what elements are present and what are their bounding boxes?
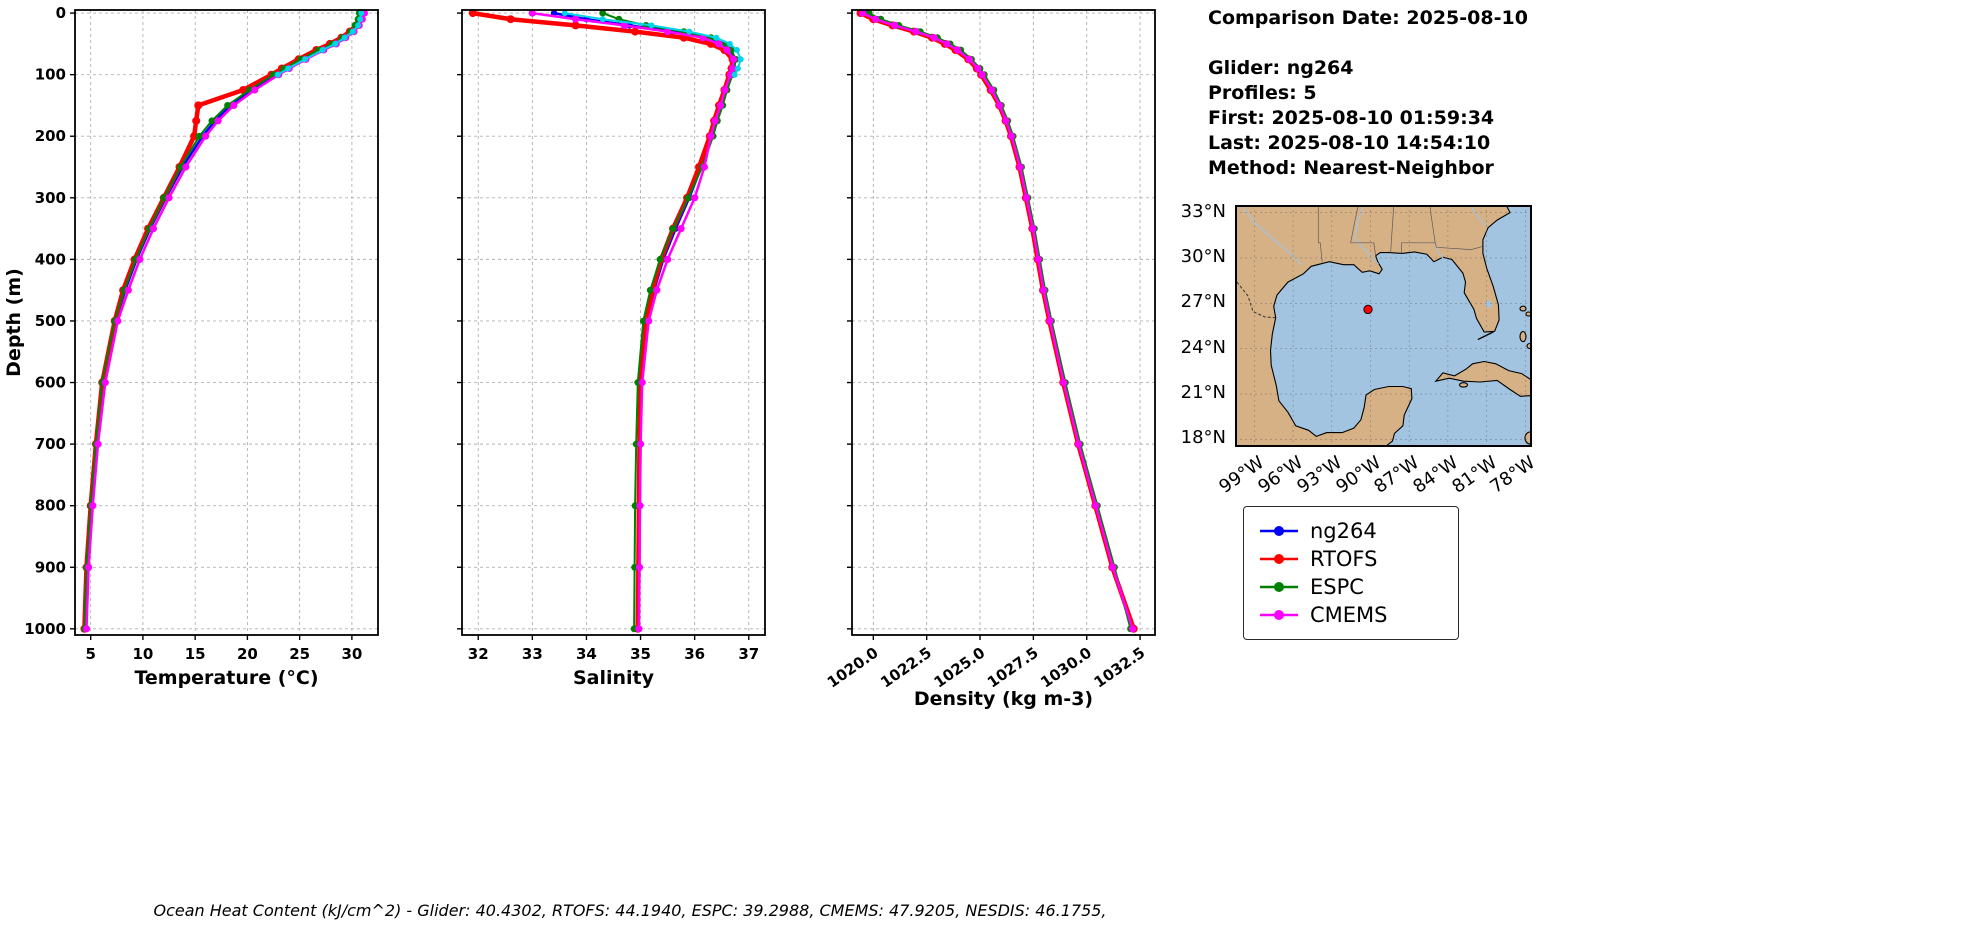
x-tick-label: 1032.5	[1091, 644, 1149, 692]
density-plot: 1020.01022.51025.01027.51030.01032.5Dens…	[824, 9, 1156, 710]
glider-position-marker	[1363, 304, 1373, 315]
last-profile-time: Last: 2025-08-10 14:54:10	[1208, 132, 1491, 154]
plot-frame	[461, 9, 766, 636]
salinity-plot: 32 33 34 35 36 37 Salinity	[457, 9, 766, 689]
us-mexico-border	[1235, 278, 1276, 319]
y-tick-label: 700	[35, 435, 66, 453]
info-panel: Comparison Date: 2025-08-10 Glider: ng26…	[1208, 6, 1528, 181]
y-tick-label: 100	[35, 66, 66, 84]
x-axis-label: Density (kg m-3)	[914, 688, 1093, 710]
y-tick-label: 900	[35, 558, 66, 576]
x-tick-label: 36	[684, 645, 705, 663]
y-tick-label: 600	[35, 374, 66, 392]
x-tick-label: 32	[468, 645, 489, 663]
y-tick-label: 500	[35, 312, 66, 330]
y-tick-label: 300	[35, 189, 66, 207]
legend-label: ng264	[1310, 519, 1377, 543]
x-tick-label: 20	[237, 645, 258, 663]
x-tick-label: 25	[289, 645, 310, 663]
x-tick-label: 1020.0	[824, 644, 882, 692]
comparison-date: Comparison Date: 2025-08-10	[1208, 7, 1528, 29]
x-tick-label: 33	[522, 645, 543, 663]
map-lat-label: 30°N	[1180, 245, 1226, 267]
cuba-land	[1434, 360, 1532, 397]
temperature-plot: 5 10 15 20 25 3001002003004005006007008009001…	[24, 4, 379, 689]
markers-CMEMS	[528, 9, 738, 633]
y-tick-label: 800	[35, 497, 66, 515]
map-lat-label: 21°N	[1180, 382, 1226, 404]
x-tick-label: 34	[576, 645, 597, 663]
x-tick-label: 1030.0	[1037, 644, 1095, 692]
map-border	[1235, 205, 1532, 447]
map-lat-label: 27°N	[1180, 291, 1226, 313]
x-tick-label: 15	[185, 645, 206, 663]
profiles-count: Profiles: 5	[1208, 82, 1317, 104]
legend-marker-ESPC	[1260, 582, 1298, 592]
y-tick-label: 0	[56, 4, 66, 22]
legend-marker-RTOFS	[1260, 554, 1298, 564]
profile-line-ng264	[84, 11, 364, 631]
y-tick-label: 1000	[24, 620, 66, 638]
x-axis-label: Temperature (°C)	[134, 667, 318, 689]
footer-text: Ocean Heat Content (kJ/cm^2) - Glider: 4…	[153, 901, 1107, 920]
x-tick-label: 35	[630, 645, 651, 663]
map-lat-label: 18°N	[1180, 427, 1226, 449]
legend-label: CMEMS	[1310, 603, 1388, 627]
map-gridlines	[1235, 205, 1532, 447]
legend-marker-CMEMS	[1260, 610, 1298, 620]
lake-okeechobee	[1485, 300, 1493, 308]
y-axis-label: Depth (m)	[3, 268, 25, 377]
legend-label: ESPC	[1310, 575, 1364, 599]
profile-line-NESDIS	[563, 12, 742, 76]
method: Method: Nearest-Neighbor	[1208, 157, 1494, 179]
profile-line-NESDIS	[276, 12, 363, 76]
markers-NESDIS	[561, 10, 744, 78]
x-axis-label: Salinity	[573, 667, 655, 689]
markers-CMEMS	[859, 9, 1137, 633]
plot-frame	[851, 9, 1156, 636]
map-lat-label: 33°N	[1180, 200, 1226, 222]
gulf-of-mexico-map	[1235, 205, 1532, 447]
florida-keys	[1477, 331, 1494, 341]
legend: ng264 RTOFS ESPC CMEMS	[1243, 506, 1459, 640]
x-tick-label: 1022.5	[877, 644, 935, 692]
x-tick-label: 37	[738, 645, 759, 663]
x-tick-label: 5	[85, 645, 95, 663]
legend-label: RTOFS	[1310, 547, 1378, 571]
y-tick-label: 200	[35, 127, 66, 145]
legend-item-ng264: ng264	[1258, 517, 1444, 545]
y-tick-label: 400	[35, 250, 66, 268]
first-profile-time: First: 2025-08-10 01:59:34	[1208, 107, 1495, 129]
legend-item-CMEMS: CMEMS	[1258, 601, 1444, 629]
x-tick-label: 1025.0	[931, 644, 989, 692]
profile-plots: 5 10 15 20 25 3001002003004005006007008009001…	[3, 4, 1156, 710]
legend-item-ESPC: ESPC	[1258, 573, 1444, 601]
legend-marker-ng264	[1260, 526, 1298, 536]
legend-item-RTOFS: RTOFS	[1258, 545, 1444, 573]
plot-frame	[74, 9, 379, 636]
x-tick-label: 30	[341, 645, 362, 663]
state-borders	[1317, 205, 1483, 262]
markers-NESDIS	[274, 10, 365, 78]
x-tick-label: 10	[132, 645, 153, 663]
glider-name: Glider: ng264	[1208, 57, 1354, 79]
north-america-land	[1235, 205, 1511, 447]
map-lat-label: 24°N	[1180, 336, 1226, 358]
x-tick-label: 1027.5	[984, 644, 1042, 692]
